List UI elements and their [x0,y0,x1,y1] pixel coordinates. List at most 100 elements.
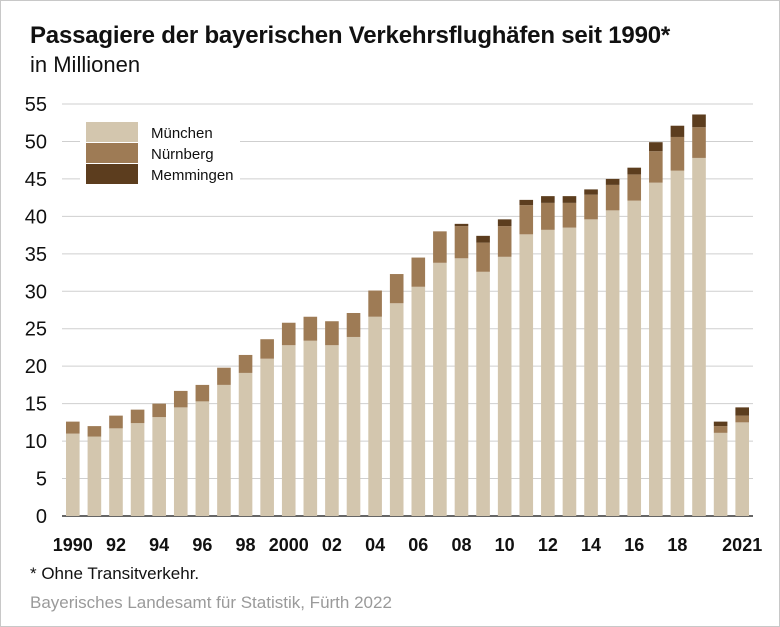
bar-segment [411,286,426,516]
x-tick-label: 16 [624,535,644,555]
bar-segment [649,182,663,516]
bar-segment [713,432,728,516]
bar-segment [433,231,447,263]
bar-segment [195,401,210,516]
y-tick-label: 55 [25,94,47,116]
x-tick-label: 2021 [722,535,762,555]
bar-segment [627,200,642,516]
x-tick-label: 98 [236,535,256,555]
bar-segment [87,436,102,516]
legend-swatch [86,122,138,142]
bar-segment [411,257,426,287]
legend: München Nürnberg Memmingen [80,114,240,190]
bar-segment [735,407,750,416]
bar-segment [109,428,123,516]
x-tick-label: 14 [581,535,601,555]
legend-swatch [86,164,138,184]
bar-segment [692,157,706,516]
legend-label: Memmingen [151,167,234,184]
bar-segment [217,384,231,516]
bar-segment [325,321,339,346]
y-tick-label: 25 [25,319,47,341]
bar-segment [713,426,728,433]
chart-title: Passagiere der bayerischen Verkehrsflugh… [30,22,671,49]
bar-segment [454,226,469,259]
bar-segment [497,219,512,227]
bar-segment [281,345,296,516]
bar-segment [713,421,728,427]
y-tick-label: 35 [25,244,47,266]
bar-segment [152,417,166,516]
bar-segment [605,184,620,211]
bar-segment [605,210,620,516]
x-tick-label: 06 [408,535,428,555]
bar-segment [541,202,555,230]
x-tick-label: 1990 [53,535,93,555]
bar-segment [692,114,706,128]
y-tick-label: 45 [25,169,47,191]
x-tick-label: 04 [365,535,385,555]
bar-segment [627,174,642,201]
bar-segment [130,423,145,516]
bar-segment [649,142,663,152]
bar-segment [454,223,469,227]
y-tick-label: 50 [25,131,47,153]
bar-segment [584,219,598,517]
bar-segment [497,226,512,257]
y-tick-label: 40 [25,206,47,228]
bar-segment [519,205,534,235]
source-note: Bayerisches Landesamt für Statistik, Für… [30,593,392,612]
x-tick-label: 94 [149,535,169,555]
y-tick-label: 15 [25,394,47,416]
bar-segment [605,178,620,185]
bar-segment [152,403,166,418]
y-tick-label: 30 [25,281,47,303]
bar-segment [368,290,382,317]
bar-segment [195,384,210,402]
x-tick-label: 08 [451,535,471,555]
bar-segment [497,256,512,516]
bar-segment [389,303,404,516]
x-tick-label: 02 [322,535,342,555]
bar-segment [476,271,490,516]
x-tick-label: 10 [495,535,515,555]
bar-segment [627,167,642,175]
bar-segment [735,415,750,423]
bar-segment [65,421,80,434]
y-axis-ticks: 0 5 10 15 20 25 30 35 40 45 50 55 [25,94,47,528]
bar-segment [476,242,490,272]
x-axis-ticks: 1990 92 94 96 98 2000 02 04 06 08 10 12 14 16 18 2021 [53,535,762,555]
bar-segment [260,339,274,359]
x-tick-label: 18 [667,535,687,555]
y-tick-label: 0 [36,506,47,528]
bar-segment [584,194,598,220]
bar-segment [562,196,577,203]
bar-segment [109,415,123,429]
bar-segment [562,227,577,516]
bar-segment [692,127,706,158]
footnote: * Ohne Transitverkehr. [30,564,200,583]
bar-segment [454,258,469,516]
chart-subtitle: in Millionen [30,52,141,77]
bar-segment [670,170,685,516]
bar-segment [476,235,490,243]
bar-segment [173,407,188,516]
bar-segment [217,367,231,385]
bar-segment [303,316,318,341]
bar-segment [346,336,361,516]
bar-segment [173,390,188,408]
bar-segment [130,409,145,424]
bar-segment [433,262,447,516]
bar-segment [65,433,80,516]
bar-segment [238,372,253,516]
legend-label: Nürnberg [151,146,214,163]
bar-segment [303,340,318,516]
bar-segment [519,199,534,206]
x-tick-label: 96 [192,535,212,555]
bar-segment [649,151,663,183]
bar-segment [735,422,750,516]
bar-segment [325,345,339,516]
x-tick-label: 12 [538,535,558,555]
bars [65,114,750,517]
